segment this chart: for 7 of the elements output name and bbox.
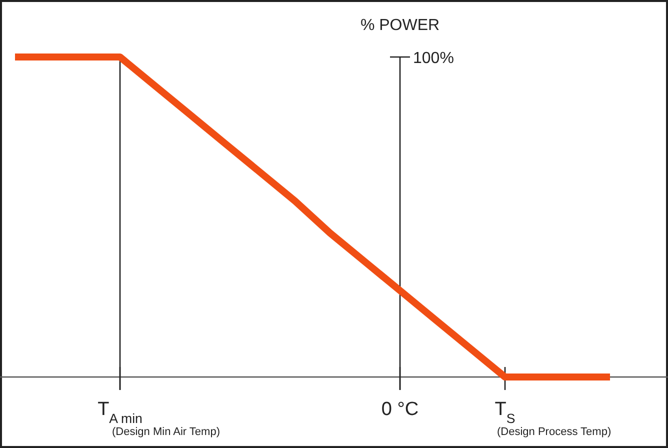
- y-axis-title: % POWER: [360, 17, 440, 34]
- x-tick-label: T$_{S}$: [494, 399, 516, 426]
- text: (Design Process Temp): [497, 426, 612, 438]
- text: (Design Min Air Temp): [112, 426, 220, 438]
- x-tick-label: T$_{A min}$: [98, 399, 142, 426]
- x-tick-label: 0 °C: [381, 399, 419, 420]
- annotation: 100%: [413, 50, 454, 67]
